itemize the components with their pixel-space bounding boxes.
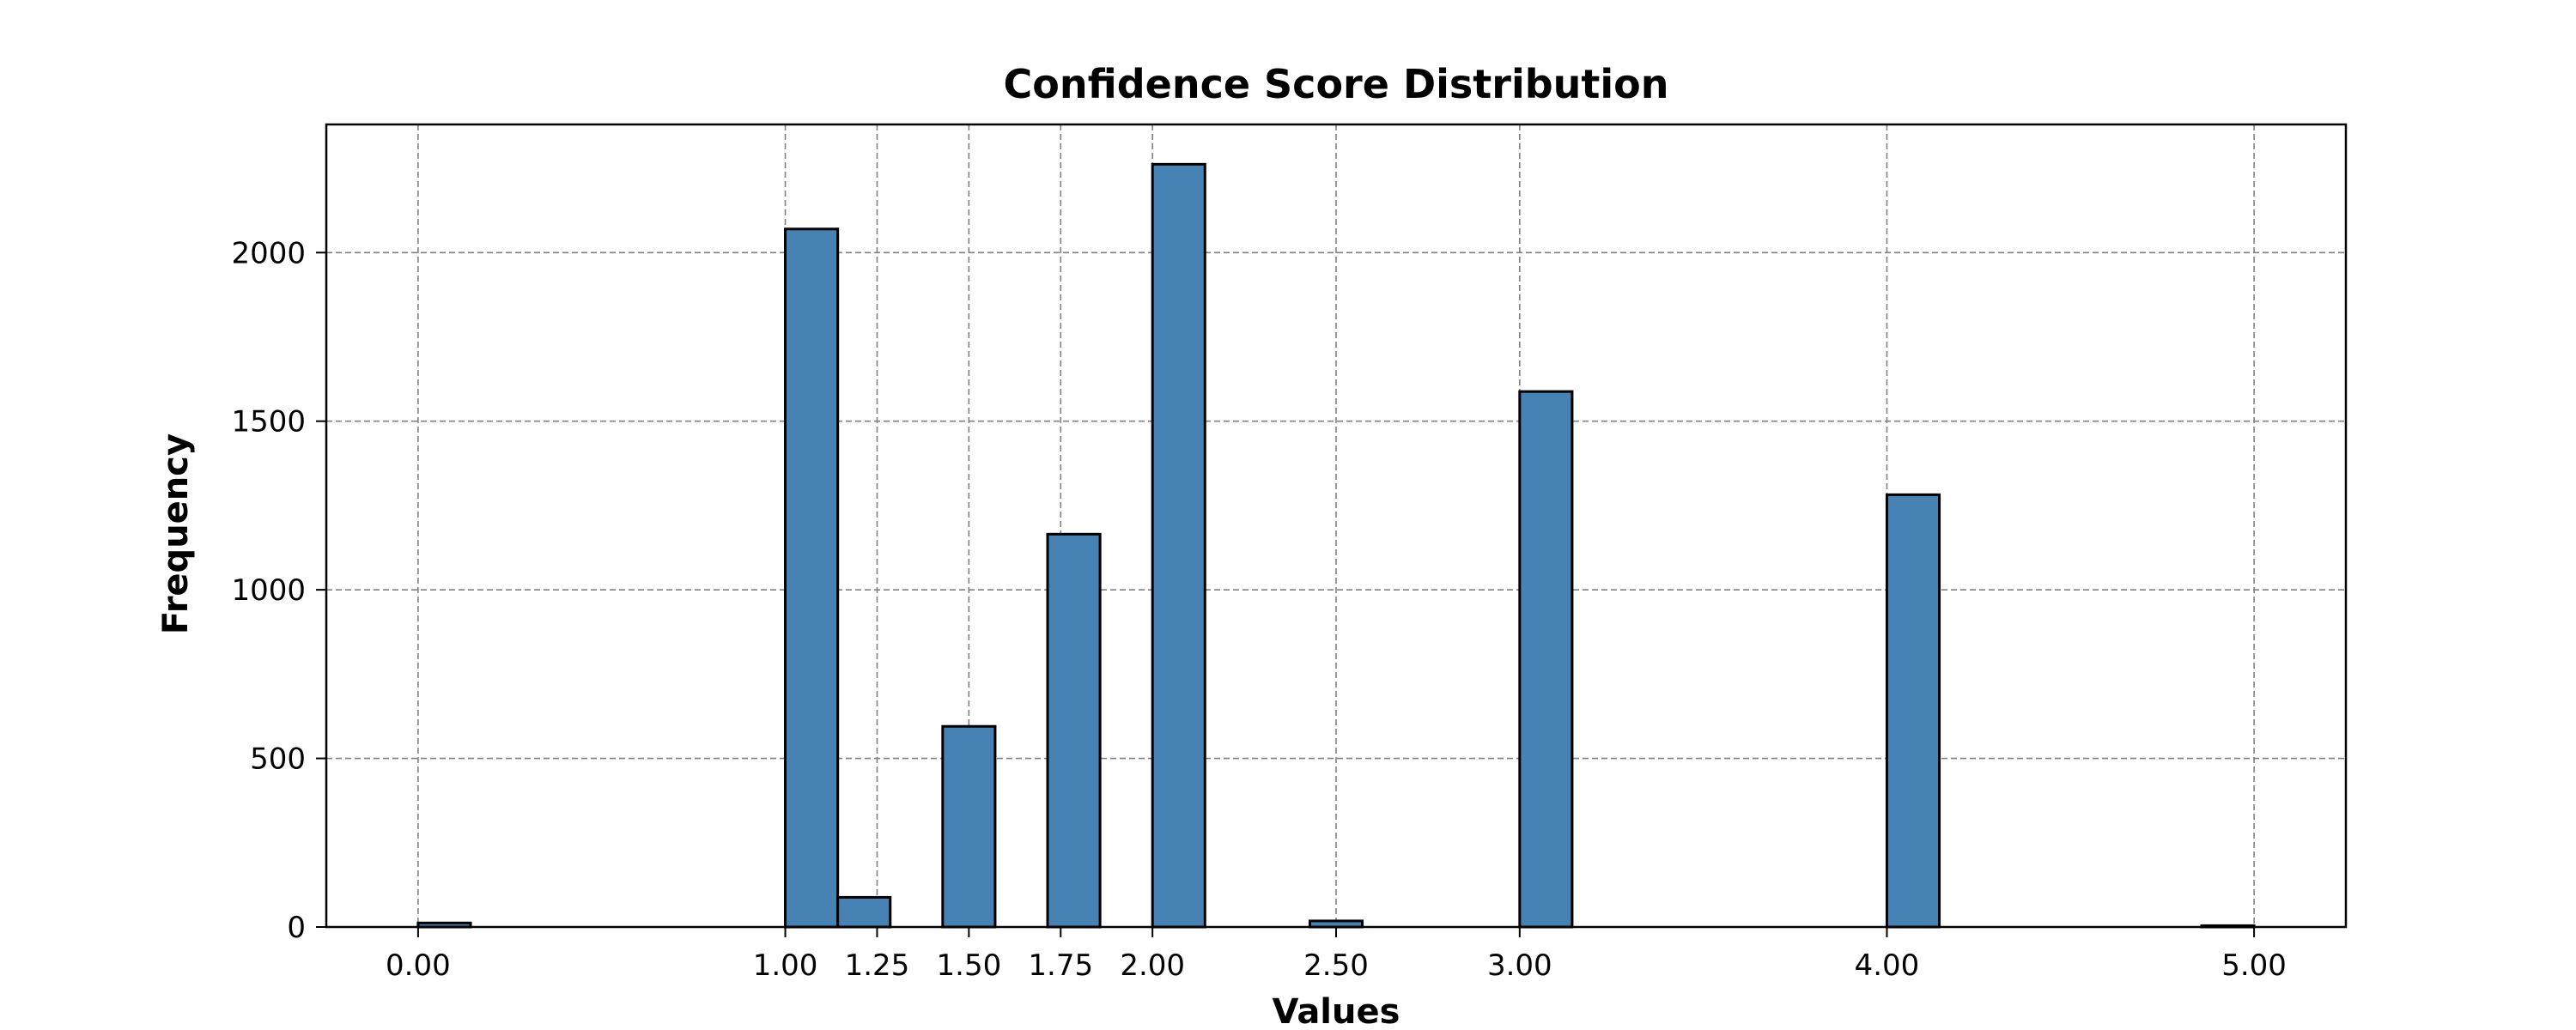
histogram-bar bbox=[784, 227, 840, 929]
histogram-bar bbox=[1885, 493, 1941, 929]
x-axis-label: Values bbox=[1273, 992, 1400, 1030]
chart-title: Confidence Score Distribution bbox=[1003, 61, 1668, 107]
x-tick-label: 0.00 bbox=[386, 948, 451, 983]
x-tick-label: 3.00 bbox=[1487, 948, 1552, 983]
y-tick-label: 1500 bbox=[231, 405, 306, 439]
grid-lines bbox=[326, 124, 2346, 928]
x-tick-label: 1.00 bbox=[753, 948, 818, 983]
x-tick-label: 1.75 bbox=[1028, 948, 1093, 983]
x-tick-label: 2.00 bbox=[1120, 948, 1185, 983]
x-tick-label: 2.50 bbox=[1303, 948, 1369, 983]
y-tick-label: 500 bbox=[250, 742, 306, 777]
x-tick-label: 4.00 bbox=[1855, 948, 1920, 983]
axis-ticks: 0.00 1.00 1.25 1.50 1.75 2.00 2.50 3.00 4.00 5.00… bbox=[231, 236, 2286, 983]
histogram-bar bbox=[1046, 532, 1102, 929]
y-axis-label: Frequency bbox=[156, 433, 196, 634]
histogram-bar bbox=[941, 724, 997, 929]
y-tick-label: 0 bbox=[287, 911, 306, 945]
x-tick-label: 1.50 bbox=[937, 948, 1002, 983]
histogram-bar bbox=[836, 895, 892, 929]
x-tick-label: 1.25 bbox=[845, 948, 910, 983]
histogram-bar bbox=[1518, 390, 1574, 929]
y-tick-label: 1000 bbox=[231, 573, 306, 608]
y-tick-label: 2000 bbox=[231, 236, 306, 270]
histogram-bar bbox=[1151, 162, 1206, 929]
x-tick-label: 5.00 bbox=[2221, 948, 2287, 983]
histogram-bars bbox=[416, 162, 2256, 929]
